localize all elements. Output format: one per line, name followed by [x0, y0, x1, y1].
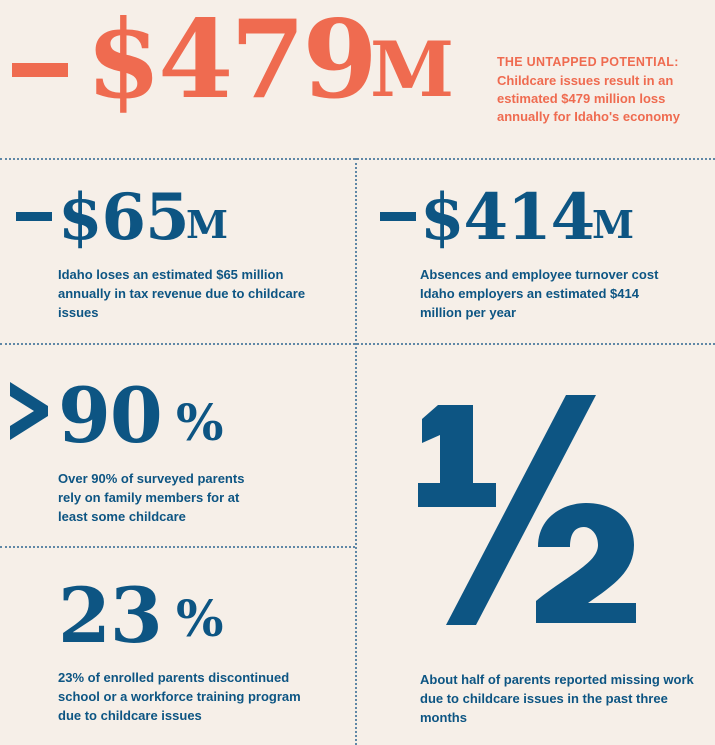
stat-tax-unit: M [186, 202, 229, 247]
stat-family-value: 90 [58, 371, 163, 460]
stat-family-description: Over 90% of surveyed parents rely on fam… [58, 471, 245, 524]
hero-value: $479 [86, 0, 378, 123]
one-half-fraction-graphic [418, 395, 636, 625]
hero-description: Childcare issues result in an estimated … [497, 73, 680, 124]
stat-school-description: 23% of enrolled parents discontinued sch… [58, 670, 301, 723]
hero-heading: THE UNTAPPED POTENTIAL: [497, 55, 679, 69]
divider-lower-left [0, 546, 355, 548]
divider-top [0, 158, 715, 160]
minus-sign [380, 212, 416, 221]
stat-school-value: 23 [58, 571, 163, 660]
hero-minus-sign [12, 63, 68, 77]
stat-school-unit: % [176, 589, 224, 648]
stat-family-unit: % [176, 393, 224, 452]
greater-than-icon [10, 382, 48, 440]
divider-vertical [355, 158, 357, 745]
minus-sign [16, 212, 52, 221]
stat-employer-unit: M [592, 202, 635, 247]
hero-unit: M [370, 25, 455, 114]
divider-middle [0, 343, 715, 345]
stat-work-description: About half of parents reported missing w… [420, 672, 694, 725]
stat-employer-description: Absences and employee turnover cost Idah… [420, 267, 659, 320]
stat-tax-description: Idaho loses an estimated $65 million ann… [58, 267, 306, 320]
stat-employer-value: $414 [420, 180, 595, 255]
stat-tax-value: $65 [58, 180, 190, 255]
